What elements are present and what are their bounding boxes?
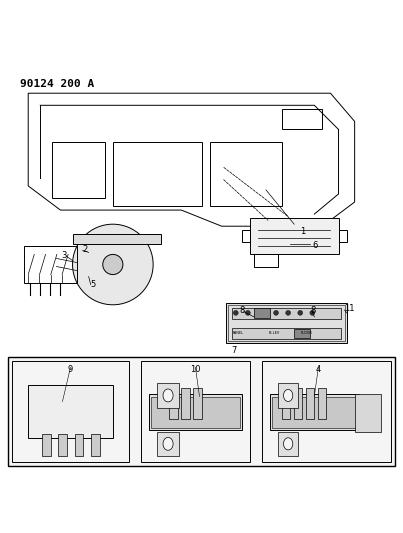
Bar bbox=[24, 246, 77, 282]
Text: FLOOR: FLOOR bbox=[300, 332, 312, 335]
Bar bbox=[294, 328, 310, 338]
Bar bbox=[8, 357, 395, 466]
Bar bbox=[272, 398, 357, 427]
Bar bbox=[270, 394, 359, 430]
Bar bbox=[91, 434, 100, 456]
Text: 11: 11 bbox=[345, 304, 355, 313]
Text: 8: 8 bbox=[240, 306, 245, 316]
Bar bbox=[254, 309, 270, 318]
Text: 8: 8 bbox=[310, 306, 316, 316]
Bar bbox=[193, 389, 202, 418]
Bar bbox=[242, 230, 250, 243]
Ellipse shape bbox=[163, 389, 173, 402]
Bar bbox=[250, 218, 339, 254]
Text: BI-LEV: BI-LEV bbox=[268, 332, 280, 335]
Circle shape bbox=[310, 310, 315, 315]
Bar bbox=[73, 235, 161, 244]
Bar bbox=[157, 383, 179, 408]
Bar bbox=[294, 389, 302, 418]
Bar bbox=[355, 394, 381, 432]
Text: 6: 6 bbox=[312, 240, 318, 249]
Bar bbox=[232, 328, 341, 339]
Bar bbox=[52, 142, 105, 198]
Circle shape bbox=[103, 254, 123, 274]
Bar bbox=[141, 361, 250, 462]
Bar bbox=[42, 434, 51, 456]
Bar bbox=[28, 385, 113, 438]
Bar bbox=[226, 303, 347, 343]
Text: 4: 4 bbox=[316, 365, 321, 374]
Circle shape bbox=[286, 310, 291, 315]
Ellipse shape bbox=[284, 438, 293, 450]
Circle shape bbox=[73, 224, 153, 305]
Bar bbox=[278, 432, 298, 456]
Bar bbox=[254, 254, 278, 266]
Bar bbox=[262, 361, 391, 462]
Text: 9: 9 bbox=[68, 365, 73, 374]
Bar bbox=[228, 305, 345, 341]
Bar bbox=[318, 389, 326, 418]
Bar bbox=[181, 389, 190, 418]
Text: 10: 10 bbox=[190, 365, 201, 374]
Circle shape bbox=[274, 310, 278, 315]
Bar bbox=[210, 142, 282, 206]
Text: 3: 3 bbox=[61, 251, 66, 260]
Text: 7: 7 bbox=[232, 346, 237, 356]
Ellipse shape bbox=[163, 438, 173, 450]
Bar bbox=[113, 142, 202, 206]
Text: PANEL: PANEL bbox=[232, 332, 243, 335]
Bar bbox=[149, 394, 242, 430]
Text: 5: 5 bbox=[91, 280, 96, 289]
Bar bbox=[75, 434, 83, 456]
Bar bbox=[282, 109, 322, 130]
Ellipse shape bbox=[284, 390, 293, 401]
Text: 90124 200 A: 90124 200 A bbox=[20, 79, 94, 89]
Bar bbox=[306, 389, 314, 418]
Bar bbox=[232, 308, 341, 319]
Bar bbox=[58, 434, 67, 456]
Text: 1: 1 bbox=[300, 227, 305, 236]
Circle shape bbox=[233, 310, 238, 315]
Bar bbox=[12, 361, 129, 462]
Text: 2: 2 bbox=[83, 245, 88, 254]
Bar bbox=[282, 389, 290, 418]
Bar bbox=[151, 398, 240, 427]
Bar bbox=[278, 383, 298, 408]
Bar bbox=[169, 389, 178, 418]
Bar bbox=[339, 230, 347, 243]
Circle shape bbox=[298, 310, 303, 315]
Circle shape bbox=[245, 310, 250, 315]
Bar bbox=[157, 432, 179, 456]
